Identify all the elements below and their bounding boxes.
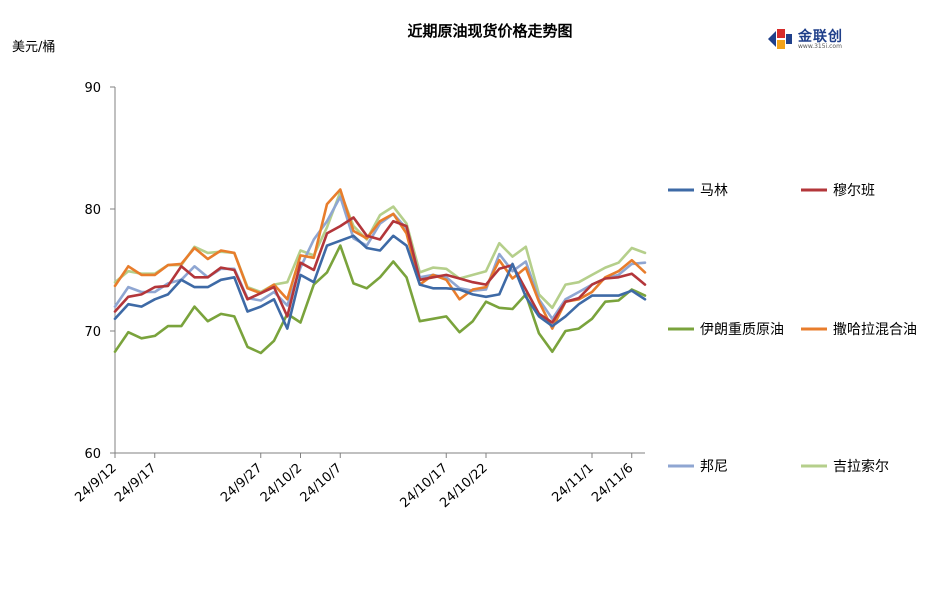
x-tick-label: 24/11/1 xyxy=(549,461,596,506)
x-tick-label: 24/10/2 xyxy=(258,461,305,506)
series-line-马林 xyxy=(113,234,647,330)
legend-label: 伊朗重质原油 xyxy=(700,322,784,338)
logo-mark-icon xyxy=(768,29,792,49)
x-tick-label: 24/10/7 xyxy=(298,461,345,506)
legend-label: 撒哈拉混合油 xyxy=(833,322,917,338)
logo-url: www.315i.com xyxy=(798,43,842,50)
series-line-邦尼 xyxy=(113,195,647,321)
logo-name: 金联创 xyxy=(798,29,843,45)
legend-label: 穆尔班 xyxy=(833,183,875,199)
x-tick-label: 24/9/17 xyxy=(112,461,159,506)
y-axis-unit-label: 美元/桶 xyxy=(12,40,56,55)
legend-item: 邦尼 xyxy=(668,459,728,475)
chart-series xyxy=(113,188,647,355)
series-line-吉拉索尔 xyxy=(113,190,647,310)
x-tick-label: 24/9/12 xyxy=(72,461,119,506)
series-line-穆尔班 xyxy=(113,216,647,324)
legend-label: 马林 xyxy=(700,183,728,199)
series-line-伊朗重质原油 xyxy=(113,244,647,355)
x-tick-label: 24/9/27 xyxy=(218,461,265,506)
x-tick-label: 24/11/6 xyxy=(589,461,636,506)
series-line-撒哈拉混合油 xyxy=(113,188,647,330)
y-tick-label: 60 xyxy=(84,447,101,462)
legend-label: 吉拉索尔 xyxy=(833,458,889,475)
legend-item: 伊朗重质原油 xyxy=(668,322,784,338)
legend-item: 吉拉索尔 xyxy=(801,458,889,475)
y-tick-label: 70 xyxy=(84,325,101,340)
legend-label: 邦尼 xyxy=(700,459,728,475)
legend-item: 撒哈拉混合油 xyxy=(801,322,917,338)
legend-item: 马林 xyxy=(668,183,728,199)
brand-logo: 金联创 www.315i.com xyxy=(766,24,856,54)
y-tick-label: 80 xyxy=(84,203,101,218)
chart-title: 近期原油现货价格走势图 xyxy=(407,22,573,40)
y-tick-label: 90 xyxy=(84,81,101,96)
legend-item: 穆尔班 xyxy=(801,183,875,199)
